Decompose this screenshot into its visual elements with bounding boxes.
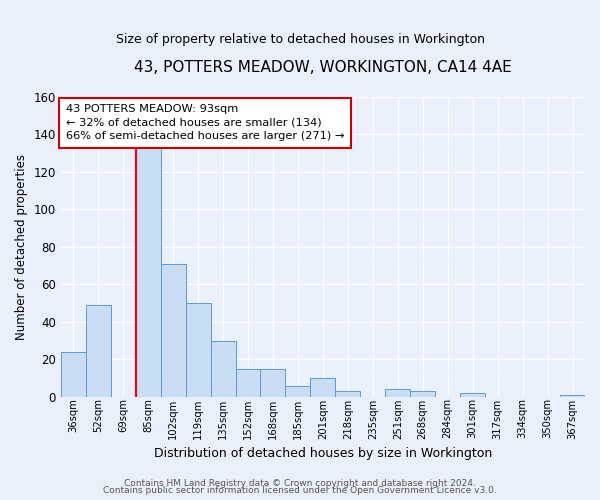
Bar [211,340,236,397]
Bar [260,369,286,397]
Text: 43 POTTERS MEADOW: 93sqm
← 32% of detached houses are smaller (134)
66% of semi-: 43 POTTERS MEADOW: 93sqm ← 32% of detach… [66,104,344,141]
Bar [236,369,260,397]
Bar [460,393,485,397]
Y-axis label: Number of detached properties: Number of detached properties [15,154,28,340]
Bar [310,378,335,397]
Title: 43, POTTERS MEADOW, WORKINGTON, CA14 4AE: 43, POTTERS MEADOW, WORKINGTON, CA14 4AE [134,60,512,75]
Text: Size of property relative to detached houses in Workington: Size of property relative to detached ho… [115,32,485,46]
Text: Contains HM Land Registry data © Crown copyright and database right 2024.: Contains HM Land Registry data © Crown c… [124,478,476,488]
Bar [61,352,86,397]
Bar [286,386,310,397]
X-axis label: Distribution of detached houses by size in Workington: Distribution of detached houses by size … [154,447,492,460]
Bar [560,395,585,397]
Text: Contains public sector information licensed under the Open Government Licence v3: Contains public sector information licen… [103,486,497,495]
Bar [86,305,111,397]
Bar [136,148,161,397]
Bar [410,392,435,397]
Bar [385,390,410,397]
Bar [185,303,211,397]
Bar [335,392,361,397]
Bar [161,264,185,397]
